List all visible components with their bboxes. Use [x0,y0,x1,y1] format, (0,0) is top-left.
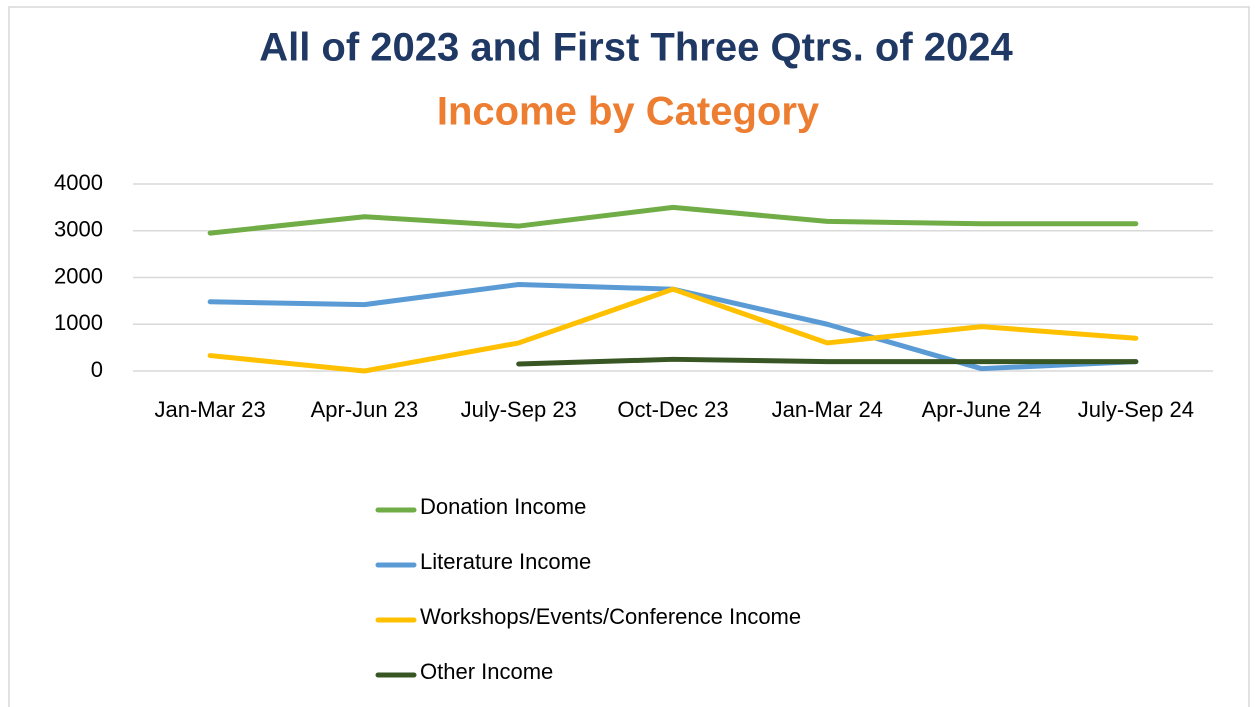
chart-title: All of 2023 and First Three Qtrs. of 202… [259,26,1013,70]
y-tick-label: 4000 [54,170,103,195]
x-tick-label: Jan-Mar 24 [771,397,883,422]
x-tick-label: July-Sep 24 [1077,397,1194,422]
legend-label: Literature Income [420,549,591,574]
x-tick-label: Apr-Jun 23 [310,397,419,422]
x-tick-label: Oct-Dec 23 [617,397,729,422]
y-tick-label: 0 [91,357,103,382]
y-tick-label: 2000 [54,263,103,288]
legend-label: Workshops/Events/Conference Income [420,604,801,629]
series-line [516,356,1139,367]
y-tick-label: 3000 [54,217,103,242]
x-tick-label: Jan-Mar 23 [154,397,266,422]
legend-label: Other Income [420,659,553,684]
legend-label: Donation Income [420,494,586,519]
series-line [207,204,1139,236]
x-tick-label: Apr-June 24 [921,397,1042,422]
chart-subtitle: Income by Category [437,90,820,134]
x-tick-label: July-Sep 23 [460,397,577,422]
series-line [207,286,1139,374]
y-tick-label: 1000 [54,310,103,335]
